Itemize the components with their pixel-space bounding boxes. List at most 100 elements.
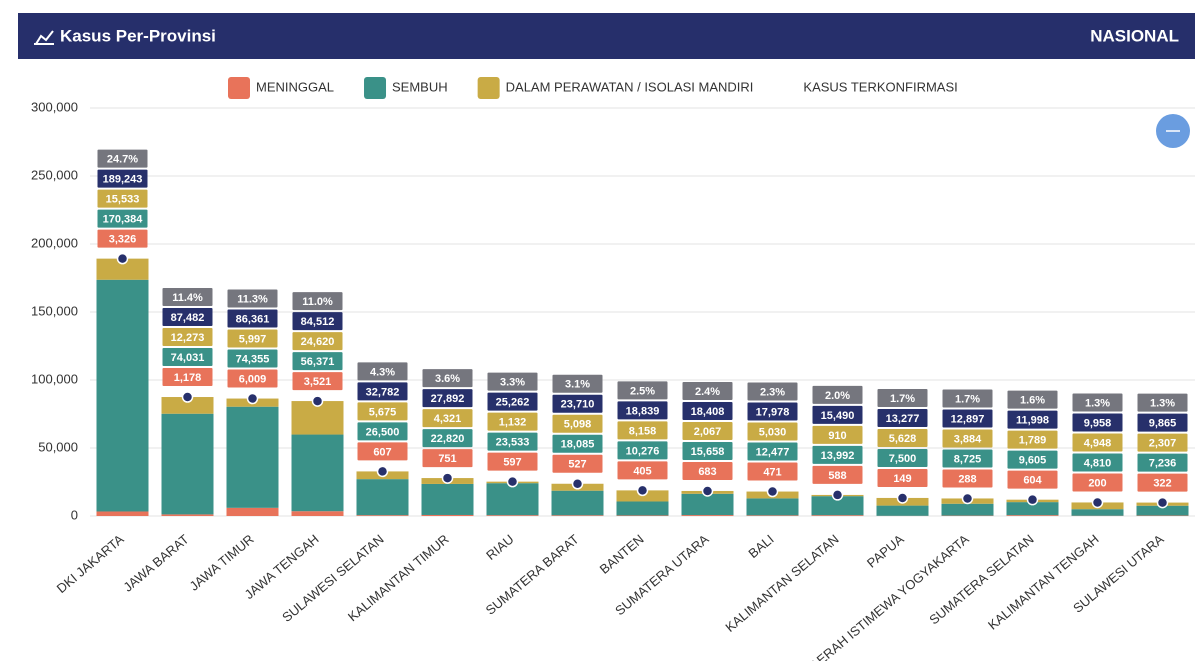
data-label: 588 [828,470,846,482]
data-label: 5,628 [889,433,917,445]
label-box [227,329,278,348]
data-label: 4,810 [1084,457,1112,469]
data-label: 10,276 [626,445,660,457]
total-point [506,475,519,488]
label-box [1007,470,1058,489]
label-box [97,149,148,168]
data-label: 3.6% [435,373,460,385]
data-label: 4,948 [1084,437,1112,449]
x-tick-label: JAWA TIMUR [187,531,257,593]
data-label: 24,620 [301,336,335,348]
data-label: 12,273 [171,332,205,344]
x-tick-label: JAWA BARAT [120,531,191,594]
bar-segment [811,515,864,516]
bar-segment [291,511,344,516]
x-tick-label: BANTEN [597,531,647,576]
label-box [617,441,668,460]
data-label: 18,408 [691,406,725,418]
label-box [292,312,343,331]
data-label: 1,132 [499,417,527,429]
total-point [376,465,389,478]
data-label: 9,958 [1084,417,1112,429]
label-box [1072,453,1123,472]
label-box [877,428,928,447]
label-box [942,429,993,448]
label-box [812,385,863,404]
label-box [422,409,473,428]
bar-segment [1006,502,1059,516]
data-label: 597 [503,457,521,469]
label-box [682,441,733,460]
bar-segment [876,505,929,516]
bar-segment [226,406,279,508]
data-label: 87,482 [171,312,205,324]
label-box [1007,390,1058,409]
data-label: 8,158 [629,425,657,437]
label-box [877,408,928,427]
total-point [766,485,779,498]
total-point [1026,493,1039,506]
label-box [877,388,928,407]
label-box [97,209,148,228]
bar-segment [161,397,214,414]
data-label: 18,085 [561,439,595,451]
label-box [1137,453,1188,472]
data-label: 23,710 [561,399,595,411]
data-label: 11,998 [1016,415,1049,427]
label-box [877,468,928,487]
label-box [422,369,473,388]
bar-segment [746,515,799,516]
legend-label[interactable]: SEMBUH [392,79,448,94]
data-label: 27,892 [431,393,465,405]
header-scope[interactable]: NASIONAL [1090,26,1179,45]
data-label: 604 [1023,475,1042,487]
label-box [1072,413,1123,432]
label-box [487,412,538,431]
bar-segment [486,515,539,516]
label-box [227,309,278,328]
label-box [1137,433,1188,452]
data-label: 2,307 [1149,437,1177,449]
label-box [227,349,278,368]
total-point [116,252,129,265]
label-box [747,382,798,401]
data-label: 3,521 [304,376,332,388]
label-box [877,448,928,467]
bar-segment [1071,509,1124,516]
total-point [1091,496,1104,509]
total-point [961,492,974,505]
label-box [357,402,408,421]
label-box [162,328,213,347]
data-label: 56,371 [301,356,335,368]
legend-label[interactable]: DALAM PERAWATAN / ISOLASI MANDIRI [506,79,754,94]
bar-segment [226,507,279,516]
total-point [1156,496,1169,509]
bar-segment [1006,515,1059,516]
label-box [1137,393,1188,412]
data-label: 24.7% [107,154,138,166]
label-box [682,381,733,400]
label-box [617,461,668,480]
bar-segment [161,413,214,515]
bar-segment [1136,505,1189,516]
data-label: 13,992 [821,450,855,462]
data-label: 4,321 [434,413,462,425]
data-label: 7,500 [889,453,917,465]
label-box [942,469,993,488]
label-box [162,288,213,307]
label-box [357,422,408,441]
data-label: 3.1% [565,379,590,391]
legend-label[interactable]: MENINGGAL [256,79,334,94]
label-box [682,401,733,420]
label-box [357,362,408,381]
data-label: 86,361 [236,313,270,325]
data-label: 15,658 [691,446,725,458]
data-label: 11.0% [302,296,333,308]
legend-label[interactable]: KASUS TERKONFIRMASI [803,79,957,94]
label-box [747,442,798,461]
bar-segment [551,515,604,516]
data-label: 1.3% [1150,397,1175,409]
y-tick-label: 150,000 [31,303,78,318]
